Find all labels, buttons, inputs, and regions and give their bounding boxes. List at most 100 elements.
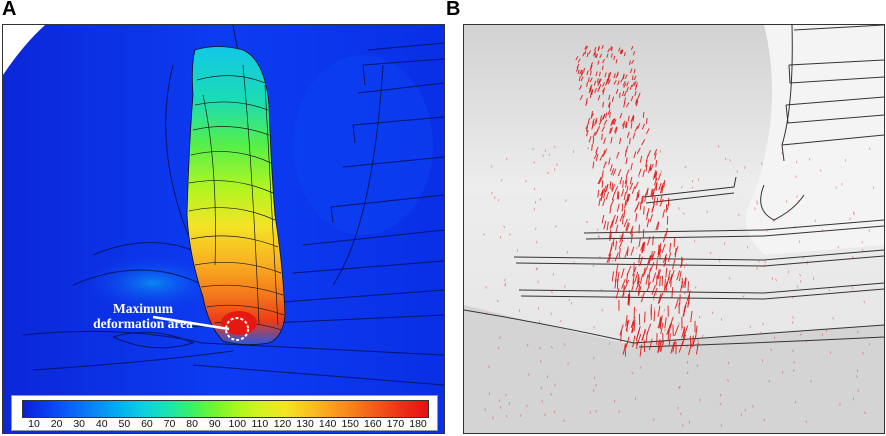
displacement-arrow — [678, 322, 681, 325]
displacement-arrow — [598, 119, 603, 125]
displacement-arrow — [488, 365, 490, 369]
displacement-arrow — [593, 80, 597, 86]
displacement-arrow — [614, 278, 617, 289]
displacement-arrow — [615, 88, 619, 95]
colorbar-tick-label: 20 — [50, 418, 63, 430]
displacement-arrow — [505, 415, 508, 418]
displacement-arrow — [689, 335, 692, 348]
displacement-arrow — [622, 90, 625, 97]
displacement-arrow — [620, 49, 624, 54]
displacement-arrow — [553, 168, 556, 171]
displacement-arrow — [533, 187, 536, 191]
displacement-arrow — [711, 311, 714, 315]
displacement-arrow — [519, 414, 522, 417]
displacement-arrow — [611, 182, 614, 191]
displacement-arrow — [791, 321, 794, 324]
displacement-arrow — [664, 328, 667, 332]
max-deformation-marker — [225, 317, 249, 341]
displacement-arrow — [631, 321, 635, 334]
displacement-arrow — [660, 322, 664, 334]
displacement-arrow — [724, 157, 727, 161]
displacement-arrow — [655, 183, 658, 191]
displacement-arrow — [594, 46, 597, 52]
displacement-arrow — [609, 127, 612, 134]
displacement-arrow — [678, 207, 680, 210]
colorbar-tick-label: 80 — [186, 418, 198, 430]
displacement-arrow — [627, 294, 630, 305]
displacement-arrow — [610, 53, 613, 58]
displacement-arrow — [656, 269, 660, 280]
displacement-arrow — [623, 101, 626, 108]
annotation-line-1: Maximum — [113, 301, 173, 316]
structure-lines — [464, 25, 884, 348]
displacement-arrow — [742, 294, 745, 298]
displacement-arrow — [763, 264, 766, 268]
displacement-arrow — [629, 137, 631, 145]
displacement-arrow — [602, 185, 607, 194]
displacement-arrow — [608, 246, 613, 257]
displacement-arrow — [805, 420, 808, 424]
displacement-arrow — [652, 418, 655, 421]
displacement-arrow — [593, 376, 596, 380]
displacement-arrow — [678, 271, 682, 282]
panel-b-label: B — [446, 0, 461, 20]
colorbar-tick-label: 90 — [208, 418, 221, 430]
displacement-arrow — [606, 53, 609, 58]
displacement-arrow — [611, 96, 615, 102]
displacement-arrow — [629, 60, 631, 66]
displacement-arrow — [855, 375, 858, 378]
displacement-arrow — [636, 333, 642, 346]
displacement-arrow — [625, 319, 630, 331]
displacement-arrow — [634, 397, 637, 400]
displacement-arrow — [638, 237, 641, 248]
displacement-arrow — [666, 323, 672, 335]
displacement-arrow — [610, 168, 615, 176]
displacement-arrow — [669, 243, 672, 253]
displacement-arrow — [602, 101, 605, 108]
displacement-arrow — [602, 149, 606, 157]
displacement-arrow — [597, 95, 601, 101]
displacement-arrow — [852, 255, 854, 259]
displacement-arrow — [651, 191, 655, 200]
displacement-arrow — [643, 265, 649, 276]
annotation-line-2: deformation area — [93, 316, 193, 331]
displacement-arrow — [608, 253, 612, 263]
displacement-arrow — [580, 69, 583, 75]
displacement-arrow — [648, 338, 653, 351]
displacement-arrow — [577, 69, 580, 75]
vector-plot — [464, 25, 884, 433]
displacement-arrow — [608, 157, 611, 165]
displacement-arrow — [637, 285, 642, 297]
displacement-arrow — [585, 100, 588, 107]
displacement-arrow — [668, 333, 671, 346]
displacement-arrow — [504, 282, 507, 286]
displacement-arrow — [619, 49, 622, 54]
displacement-arrow — [642, 267, 646, 278]
displacement-arrow — [597, 80, 600, 86]
displacement-arrow — [579, 94, 583, 101]
displacement-arrow — [862, 351, 864, 355]
displacement-arrow — [621, 278, 626, 289]
displacement-arrow — [723, 242, 726, 245]
displacement-arrow — [617, 80, 620, 86]
displacement-arrow — [625, 157, 628, 165]
displacement-arrow — [660, 182, 665, 190]
displacement-arrow — [681, 326, 686, 338]
displacement-arrow — [588, 50, 592, 55]
displacement-arrow — [602, 58, 605, 64]
displacement-arrow — [637, 92, 641, 98]
displacement-arrow — [799, 333, 802, 336]
displacement-arrow — [548, 153, 551, 157]
displacement-arrow — [609, 164, 613, 172]
displacement-arrow — [640, 366, 642, 369]
displacement-arrow — [623, 82, 627, 88]
displacement-arrow — [663, 179, 666, 188]
displacement-arrow — [563, 419, 565, 423]
colorbar-tick-label: 150 — [341, 418, 359, 430]
displacement-arrow — [635, 98, 638, 105]
displacement-arrow — [787, 210, 790, 213]
displacement-arrow — [626, 246, 629, 256]
displacement-arrow — [657, 269, 661, 280]
displacement-arrow — [580, 76, 584, 82]
displacement-arrow — [610, 136, 613, 144]
